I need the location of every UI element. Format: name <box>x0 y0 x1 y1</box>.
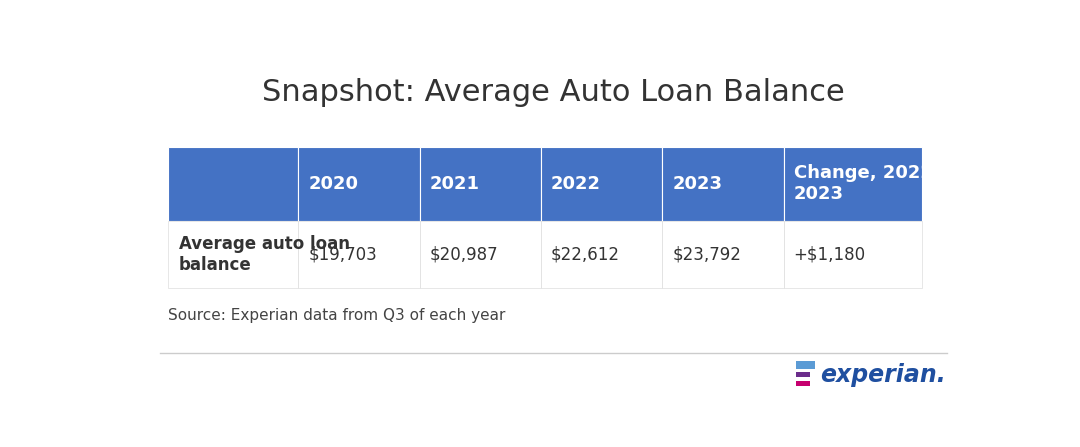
FancyBboxPatch shape <box>168 220 298 288</box>
FancyBboxPatch shape <box>298 147 419 220</box>
FancyBboxPatch shape <box>541 147 662 220</box>
FancyBboxPatch shape <box>784 147 922 220</box>
FancyBboxPatch shape <box>541 220 662 288</box>
FancyBboxPatch shape <box>796 381 810 387</box>
Text: +$1,180: +$1,180 <box>794 245 866 263</box>
FancyBboxPatch shape <box>419 147 541 220</box>
Text: 2021: 2021 <box>430 175 480 193</box>
FancyBboxPatch shape <box>796 361 814 369</box>
Text: $22,612: $22,612 <box>551 245 620 263</box>
Text: $20,987: $20,987 <box>430 245 498 263</box>
Text: Source: Experian data from Q3 of each year: Source: Experian data from Q3 of each ye… <box>168 308 505 323</box>
Text: $23,792: $23,792 <box>673 245 741 263</box>
FancyBboxPatch shape <box>168 147 298 220</box>
Text: 2023: 2023 <box>673 175 723 193</box>
Text: experian.: experian. <box>820 363 945 387</box>
Text: 2022: 2022 <box>551 175 600 193</box>
FancyBboxPatch shape <box>298 220 419 288</box>
Text: 2020: 2020 <box>308 175 359 193</box>
FancyBboxPatch shape <box>796 371 810 377</box>
Text: Snapshot: Average Auto Loan Balance: Snapshot: Average Auto Loan Balance <box>262 78 845 107</box>
FancyBboxPatch shape <box>662 220 784 288</box>
FancyBboxPatch shape <box>784 220 922 288</box>
Text: Average auto loan
balance: Average auto loan balance <box>178 235 350 274</box>
Text: $19,703: $19,703 <box>308 245 377 263</box>
FancyBboxPatch shape <box>419 220 541 288</box>
Text: Change, 2022-
2023: Change, 2022- 2023 <box>794 164 940 203</box>
FancyBboxPatch shape <box>662 147 784 220</box>
